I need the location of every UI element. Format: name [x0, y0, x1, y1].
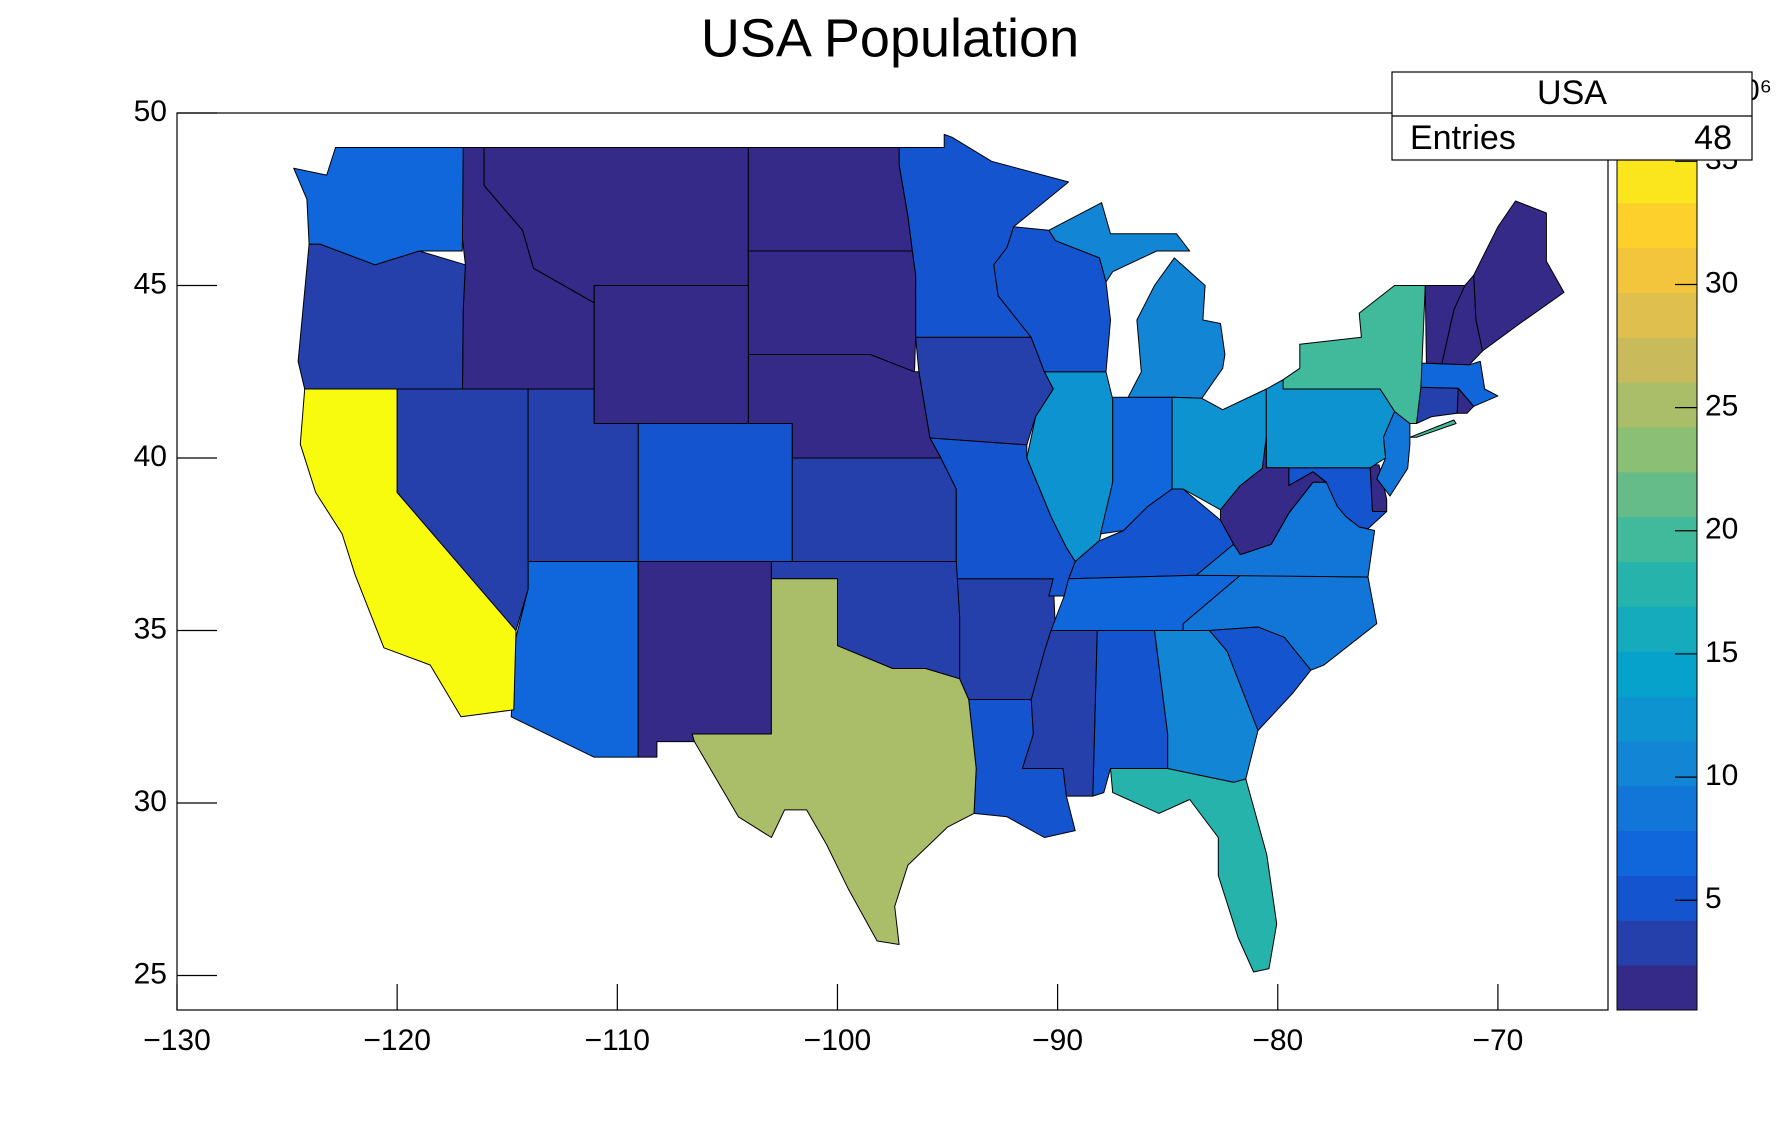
colorbar-band: [1617, 292, 1697, 338]
colorbar-band: [1617, 606, 1697, 652]
state-region: [293, 147, 464, 266]
colorbar-band: [1617, 561, 1697, 607]
chart-title: USA Population: [701, 8, 1079, 68]
colorbar-band: [1617, 382, 1697, 428]
state-region: [1420, 360, 1499, 407]
x-tick-label: −130: [143, 1024, 211, 1057]
colorbar-band: [1617, 965, 1697, 1011]
colorbar-band: [1617, 651, 1697, 697]
state-region: [396, 388, 529, 631]
state-region: [747, 250, 917, 373]
colorbar-band: [1617, 875, 1697, 921]
y-tick-label: 30: [134, 785, 167, 818]
map: [293, 133, 1565, 973]
colorbar-tick-label: 5: [1705, 882, 1722, 915]
y-tick-label: 50: [134, 95, 167, 128]
colorbar-band: [1617, 157, 1697, 204]
x-tick-label: −80: [1252, 1024, 1303, 1057]
x-tick-label: −100: [804, 1024, 872, 1057]
colorbar-band: [1617, 516, 1697, 562]
x-tick-label: −90: [1032, 1024, 1083, 1057]
colorbar-tick-label: 25: [1705, 390, 1738, 423]
colorbar-band: [1617, 202, 1697, 249]
stats-value: 48: [1694, 119, 1732, 157]
colorbar-band: [1617, 337, 1697, 383]
colorbar-band: [1617, 740, 1697, 787]
colorbar-tick-label: 15: [1705, 636, 1738, 669]
stats-box: USA Entries 48: [1391, 71, 1753, 161]
state-region: [637, 561, 772, 758]
state-region: [1209, 626, 1312, 731]
colorbar-band: [1617, 696, 1697, 742]
colorbar-band: [1617, 471, 1697, 518]
colorbar-tick-label: 20: [1705, 513, 1738, 546]
state-region: [1456, 387, 1475, 414]
x-tick-label: −70: [1472, 1024, 1523, 1057]
colorbar-band: [1617, 247, 1697, 293]
state-region: [1021, 630, 1098, 797]
state-region: [691, 578, 977, 945]
state-region: [791, 457, 957, 562]
stats-title: USA: [1537, 74, 1607, 112]
x-tick-label: −120: [363, 1024, 431, 1057]
state-region: [1220, 436, 1327, 556]
colorbar-tick-label: 30: [1705, 266, 1738, 299]
y-tick-label: 45: [134, 267, 167, 300]
state-region: [593, 285, 749, 424]
colorbar-band: [1617, 920, 1697, 966]
stats-label: Entries: [1410, 119, 1516, 157]
x-tick-label: −110: [585, 1024, 650, 1057]
colorbar-tick-label: 10: [1705, 759, 1738, 792]
state-region: [1265, 379, 1395, 469]
colorbar-band: [1617, 830, 1697, 876]
state-region: [747, 147, 913, 252]
state-region: [993, 226, 1111, 373]
colorbar-band: [1617, 785, 1697, 832]
state-region: [637, 423, 793, 562]
state-region: [1424, 285, 1466, 365]
y-tick-label: 40: [134, 440, 167, 473]
colorbar-band: [1617, 426, 1697, 473]
state-region: [1050, 574, 1241, 631]
y-tick-label: 35: [134, 612, 167, 645]
state-region: [297, 243, 466, 390]
state-region: [1282, 285, 1457, 438]
plot-frame: [176, 112, 1609, 1011]
y-tick-label: 25: [134, 957, 167, 990]
